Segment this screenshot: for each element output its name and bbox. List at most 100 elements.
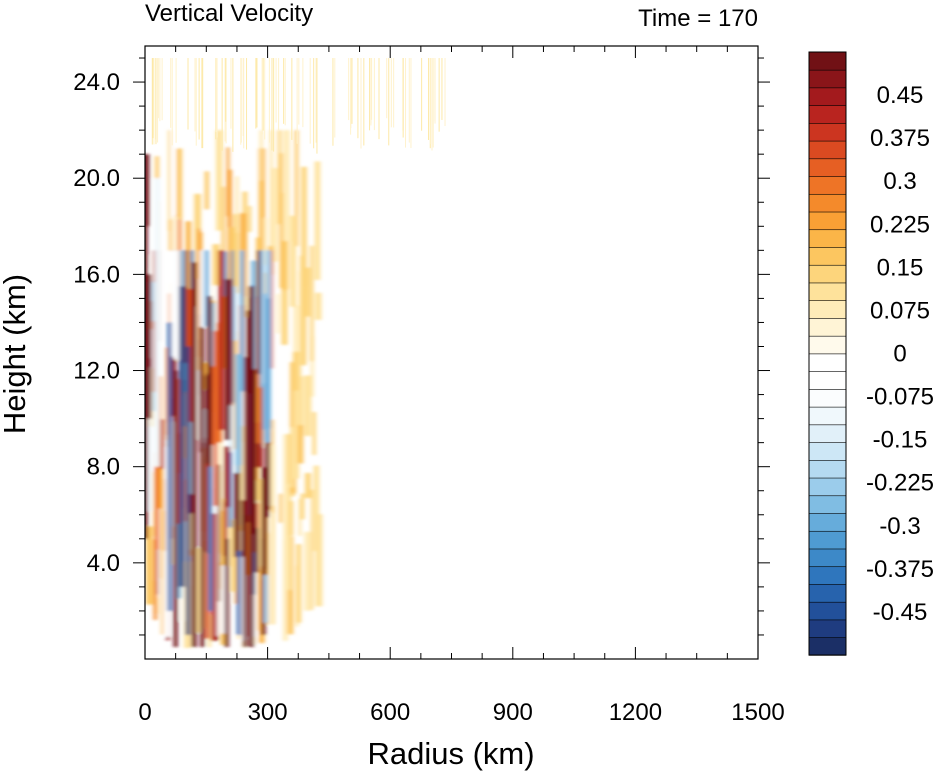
velocity-streak	[310, 489, 314, 610]
velocity-streak	[310, 245, 314, 362]
velocity-streak	[168, 219, 172, 251]
y-axis: 4.0 8.0 12.0 16.0 20.0 24.0	[73, 57, 770, 636]
colorbar-box	[808, 122, 847, 142]
velocity-streak	[212, 244, 220, 286]
colorbar-box	[808, 264, 847, 284]
velocity-core	[167, 322, 172, 611]
velocity-streak	[199, 250, 205, 328]
colorbar-box	[808, 601, 847, 621]
velocity-streak	[258, 250, 263, 388]
colorbar-box	[808, 441, 847, 461]
velocity-streak	[235, 354, 242, 466]
colorbar-box	[808, 317, 847, 337]
colorbar-box	[808, 512, 847, 532]
colorbar-box	[808, 87, 847, 106]
velocity-streak	[283, 130, 290, 241]
velocity-streak	[218, 250, 224, 430]
velocity-streak	[285, 434, 291, 508]
velocity-core	[208, 466, 213, 611]
velocity-streak	[263, 217, 268, 265]
colorbar-label: -0.375	[866, 556, 934, 583]
x-tick-label: 1200	[609, 699, 662, 726]
velocity-streak	[204, 171, 209, 210]
x-tick-label: 900	[493, 699, 533, 726]
x-axis-label: Radius (km)	[367, 736, 534, 771]
velocity-streak	[296, 544, 302, 623]
velocity-streak	[226, 147, 230, 217]
colorbar-box	[808, 619, 847, 638]
colorbar-box	[808, 193, 847, 213]
y-axis-label: Height (km)	[0, 274, 32, 434]
velocity-core	[261, 538, 266, 635]
velocity-streak	[293, 305, 299, 391]
colorbar-box	[808, 530, 847, 550]
y-tick-label: 4.0	[87, 550, 120, 577]
colorbar-label: 0.075	[870, 297, 930, 324]
velocity-streak	[213, 330, 218, 506]
colorbar-label: -0.075	[866, 384, 934, 411]
velocity-streak	[286, 483, 292, 590]
velocity-streak	[231, 286, 237, 341]
velocity-core	[173, 370, 178, 647]
velocity-streak	[281, 206, 286, 291]
velocity-streak	[257, 250, 261, 375]
colorbar-box	[808, 51, 847, 71]
velocity-streak	[222, 273, 228, 369]
colorbar-box	[808, 406, 847, 426]
colorbar-label: -0.3	[879, 513, 920, 540]
colorbar: 0.45 0.375 0.3 0.225 0.15 0.075 0 -0.075 -0.15 -0…	[808, 51, 934, 656]
velocity-streak	[235, 176, 239, 233]
velocity-streak	[205, 508, 210, 639]
velocity-streaks	[145, 130, 323, 648]
colorbar-box	[808, 229, 847, 248]
velocity-core	[145, 154, 150, 227]
velocity-streak	[254, 528, 259, 573]
velocity-streak	[289, 501, 294, 536]
colorbar-box	[808, 69, 847, 89]
velocity-streak	[252, 552, 256, 595]
velocity-streak	[240, 556, 246, 641]
velocity-streak	[204, 438, 210, 552]
velocity-streak	[239, 383, 244, 473]
velocity-streak	[231, 519, 237, 592]
colorbar-label: -0.15	[873, 427, 928, 454]
velocity-streak	[173, 250, 180, 360]
x-tick-label: 1500	[731, 699, 784, 726]
velocity-streak	[197, 228, 201, 357]
velocity-core	[154, 178, 160, 467]
colorbar-box	[808, 353, 847, 372]
velocity-streak	[314, 161, 321, 280]
velocity-core	[263, 574, 268, 623]
colorbar-box	[808, 158, 847, 177]
velocity-streak	[183, 250, 188, 401]
velocity-streak	[160, 419, 164, 469]
velocity-streak	[216, 130, 223, 231]
velocity-streak	[176, 378, 179, 524]
velocity-streak	[268, 444, 276, 506]
velocity-streak	[165, 347, 169, 441]
velocity-streak	[299, 255, 307, 364]
velocity-streak	[312, 411, 316, 455]
velocity-core	[185, 346, 190, 635]
velocity-streak	[187, 406, 193, 495]
velocity-streak	[244, 357, 249, 523]
velocity-streak	[310, 335, 315, 397]
velocity-streak	[277, 130, 282, 225]
velocity-streak	[240, 250, 245, 392]
velocity-streak	[293, 390, 300, 479]
velocity-streak	[304, 531, 312, 611]
velocity-streak	[282, 539, 288, 641]
velocity-streak	[194, 547, 202, 633]
velocity-core	[145, 154, 148, 539]
colorbar-box	[808, 495, 847, 514]
velocity-streak	[259, 180, 263, 319]
y-tick-label: 8.0	[87, 454, 120, 481]
velocity-streak	[163, 550, 170, 637]
velocity-streak	[283, 434, 288, 577]
velocity-core	[236, 550, 241, 635]
velocity-streak	[261, 484, 267, 570]
colorbar-box	[808, 424, 847, 443]
colorbar-box	[808, 175, 847, 195]
colorbar-label: -0.225	[866, 470, 934, 497]
colorbar-label: 0.225	[870, 211, 930, 238]
